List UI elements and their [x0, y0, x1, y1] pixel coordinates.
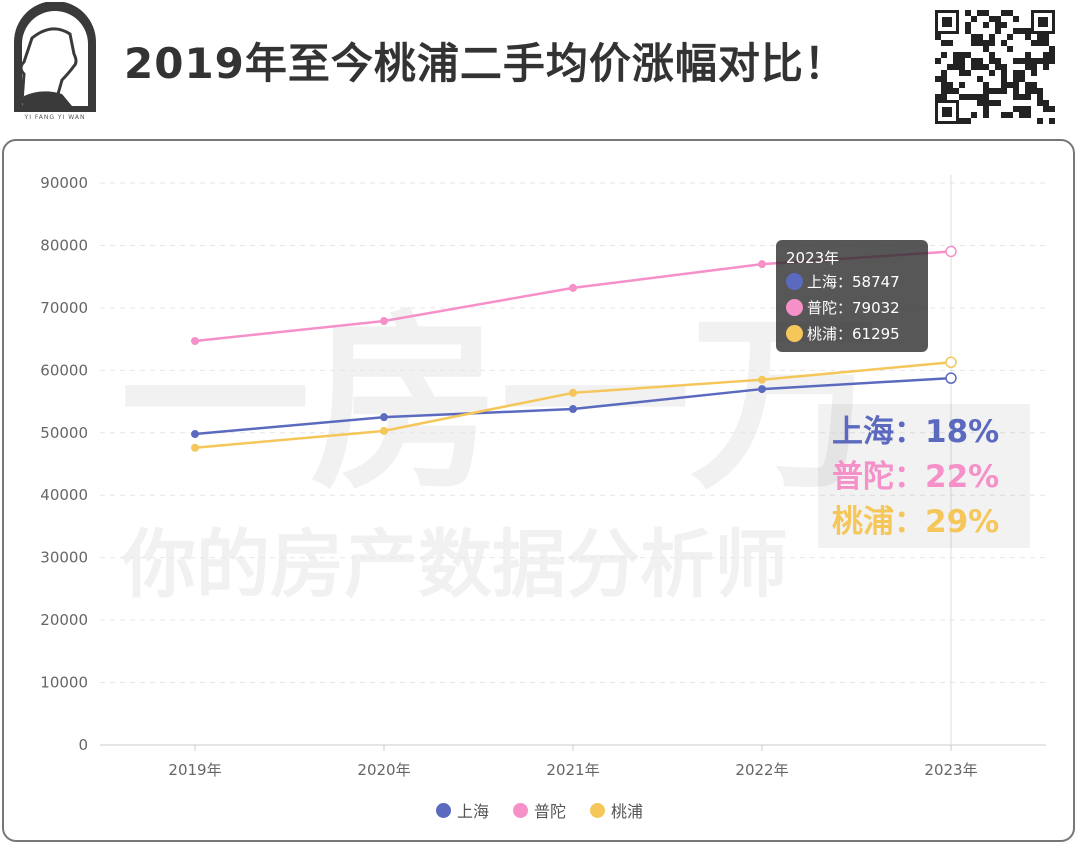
data-point[interactable]: [945, 245, 957, 258]
series-桃浦: [191, 356, 957, 452]
qr-code: [935, 10, 1055, 124]
data-point[interactable]: [380, 317, 388, 326]
legend-dot-icon: [435, 802, 451, 818]
data-point[interactable]: [380, 426, 388, 435]
growth-label: 桃浦：29%: [832, 504, 1000, 540]
y-tick-label: 20000: [40, 611, 88, 629]
data-point[interactable]: [945, 372, 957, 384]
data-point[interactable]: [191, 336, 199, 345]
legend-item[interactable]: 普陀: [512, 798, 566, 822]
x-tick-label: 2022年: [735, 761, 788, 779]
data-point[interactable]: [758, 385, 766, 394]
series-上海: [191, 372, 957, 439]
growth-panel: 上海：18% 普陀：22% 桃浦：29%: [818, 404, 1030, 548]
tooltip-value: 普陀：79032: [807, 298, 900, 317]
chart-card: [2, 139, 1075, 842]
data-point[interactable]: [569, 388, 577, 397]
tooltip: 2023年 上海：58747 普陀：79032 桃浦：61295: [776, 240, 928, 352]
legend-dot-icon: [512, 802, 528, 818]
x-tick-label: 2019年: [168, 761, 221, 779]
y-tick-label: 0: [78, 736, 88, 754]
series-dot-icon: [786, 298, 803, 316]
y-tick-label: 70000: [40, 299, 88, 317]
watermark-main: 一房一万: [120, 294, 880, 515]
x-tick-label: 2023年: [924, 761, 977, 779]
tooltip-row: 普陀：79032: [786, 294, 918, 320]
series-dot-icon: [786, 272, 803, 290]
legend: 上海 普陀 桃浦: [0, 798, 1079, 822]
legend-label: 桃浦: [611, 802, 644, 821]
y-tick-label: 10000: [40, 674, 88, 692]
data-point[interactable]: [380, 413, 388, 422]
y-tick-label: 60000: [40, 361, 88, 379]
tooltip-value: 上海：58747: [807, 272, 900, 291]
y-tick-label: 80000: [40, 236, 88, 254]
legend-item[interactable]: 桃浦: [590, 798, 643, 822]
series-普陀: [191, 245, 957, 345]
growth-label: 普陀：22%: [832, 459, 1000, 495]
data-point[interactable]: [569, 283, 577, 292]
y-tick-label: 30000: [40, 549, 88, 567]
logo: [14, 2, 96, 112]
tooltip-row: 上海：58747: [786, 268, 918, 294]
legend-item[interactable]: 上海: [435, 798, 489, 822]
data-point[interactable]: [758, 260, 766, 269]
watermark-sub: 你的房产数据分析师: [121, 522, 788, 608]
x-tick-label: 2021年: [546, 761, 599, 779]
tooltip-title: 2023年: [786, 249, 840, 267]
tooltip-row: 桃浦：61295: [786, 320, 918, 346]
series-dot-icon: [786, 324, 803, 342]
data-point[interactable]: [945, 356, 957, 368]
y-tick-label: 90000: [40, 174, 88, 192]
x-tick-label: 2020年: [357, 761, 410, 779]
data-point[interactable]: [758, 375, 766, 384]
legend-dot-icon: [590, 802, 605, 818]
legend-label: 普陀: [533, 802, 566, 821]
tooltip-value: 桃浦：61295: [807, 324, 900, 343]
data-point[interactable]: [569, 405, 577, 414]
page-title: 2019年至今桃浦二手均价涨幅对比！: [124, 39, 847, 88]
y-tick-label: 50000: [40, 424, 88, 442]
y-tick-label: 40000: [40, 486, 88, 504]
data-point[interactable]: [191, 443, 199, 452]
logo-text: YI FANG YI WAN: [24, 114, 86, 121]
data-point[interactable]: [191, 430, 199, 439]
growth-label: 上海：18%: [832, 414, 1000, 450]
legend-label: 上海: [456, 802, 489, 821]
